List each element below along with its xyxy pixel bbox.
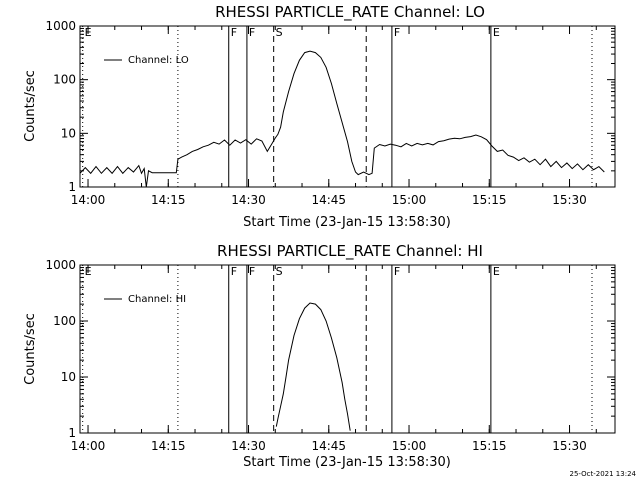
x-tick-label: 15:00 xyxy=(392,439,427,453)
x-tick-label: 14:45 xyxy=(311,439,346,453)
x-axis-label: Start Time (23-Jan-15 13:58:30) xyxy=(243,455,451,470)
y-tick-label: 100 xyxy=(53,314,76,328)
y-tick-label: 1000 xyxy=(45,19,76,33)
y-axis-label: Counts/sec xyxy=(23,313,38,385)
marker-label: E xyxy=(493,265,500,278)
marker-lines: EFFSFE xyxy=(82,26,593,187)
chart-title: RHESSI PARTICLE_RATE Channel: LO xyxy=(215,3,485,22)
x-axis: 14:00 14:15 14:30 14:45 15:00 15:15 15:30 xyxy=(71,26,597,207)
series-line xyxy=(79,50,605,188)
x-tick-label: 14:15 xyxy=(151,193,186,207)
legend: Channel: HI xyxy=(104,294,186,305)
plot-frame xyxy=(79,264,616,434)
y-tick-label: 100 xyxy=(53,73,76,87)
x-axis-label: Start Time (23-Jan-15 13:58:30) xyxy=(243,215,451,230)
x-tick-label: 14:00 xyxy=(71,193,106,207)
x-tick-label: 15:30 xyxy=(552,439,587,453)
marker-label: S xyxy=(276,26,283,39)
plot-frame xyxy=(79,25,616,188)
marker-label: F xyxy=(231,265,237,278)
panel-hi: RHESSI PARTICLE_RATE Channel: HI EFFSFE … xyxy=(23,242,616,470)
y-tick-label: 1000 xyxy=(45,258,76,272)
marker-label: F xyxy=(394,26,400,39)
marker-label: F xyxy=(249,265,255,278)
marker-label: F xyxy=(394,265,400,278)
y-tick-label: 10 xyxy=(61,126,76,140)
y-axis: 1 10 100 1000 xyxy=(45,19,615,194)
y-axis: 1 10 100 1000 xyxy=(45,258,615,440)
x-tick-label: 15:15 xyxy=(472,439,507,453)
marker-label: F xyxy=(231,26,237,39)
x-tick-label: 14:00 xyxy=(71,439,106,453)
x-tick-label: 14:30 xyxy=(231,193,266,207)
x-axis: 14:00 14:15 14:30 14:45 15:00 15:15 15:30 xyxy=(71,265,597,453)
y-tick-label: 1 xyxy=(68,426,76,440)
legend-label: Channel: LO xyxy=(128,55,189,66)
marker-label: S xyxy=(276,265,283,278)
generation-timestamp: 25-Oct-2021 13:24 xyxy=(570,470,637,478)
data-series xyxy=(275,302,351,431)
y-tick-label: 1 xyxy=(68,180,76,194)
x-tick-label: 15:00 xyxy=(392,193,427,207)
panel-lo: RHESSI PARTICLE_RATE Channel: LO EFFSFE … xyxy=(23,3,616,230)
legend-label: Channel: HI xyxy=(128,294,186,305)
x-tick-label: 14:30 xyxy=(231,439,266,453)
data-series xyxy=(79,50,605,188)
series-line xyxy=(275,302,351,431)
y-tick-label: 10 xyxy=(61,370,76,384)
x-tick-label: 15:15 xyxy=(472,193,507,207)
x-tick-label: 14:15 xyxy=(151,439,186,453)
legend: Channel: LO xyxy=(104,55,189,66)
y-axis-label: Counts/sec xyxy=(23,70,38,142)
marker-label: F xyxy=(249,26,255,39)
chart-title: RHESSI PARTICLE_RATE Channel: HI xyxy=(217,242,483,261)
marker-label: E xyxy=(493,26,500,39)
x-tick-label: 14:45 xyxy=(311,193,346,207)
x-tick-label: 15:30 xyxy=(552,193,587,207)
marker-lines: EFFSFE xyxy=(82,265,593,433)
